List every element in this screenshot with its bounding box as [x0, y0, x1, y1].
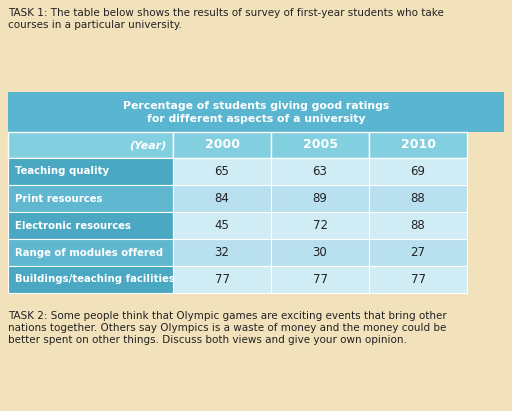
Text: 32: 32 [215, 246, 229, 259]
Text: 77: 77 [411, 273, 425, 286]
Text: 88: 88 [411, 219, 425, 232]
Bar [8, 132, 173, 158]
Text: 72: 72 [312, 219, 328, 232]
Bar [8, 212, 173, 239]
Bar [173, 266, 271, 293]
Text: better spent on other things. Discuss both views and give your own opinion.: better spent on other things. Discuss bo… [8, 335, 407, 345]
Bar [8, 185, 173, 212]
Bar [271, 158, 369, 185]
Bar [8, 239, 173, 266]
Bar [369, 185, 467, 212]
Text: Percentage of students giving good ratings: Percentage of students giving good ratin… [123, 101, 389, 111]
Bar [173, 239, 271, 266]
Text: 65: 65 [215, 165, 229, 178]
Bar [173, 158, 271, 185]
Bar [173, 132, 271, 158]
Bar [271, 266, 369, 293]
Text: 30: 30 [313, 246, 327, 259]
Bar [271, 185, 369, 212]
Bar [271, 132, 369, 158]
Text: 2010: 2010 [400, 139, 436, 152]
Text: 77: 77 [312, 273, 328, 286]
Text: Buildings/teaching facilities: Buildings/teaching facilities [15, 275, 175, 284]
Bar [271, 212, 369, 239]
Bar [8, 92, 504, 132]
Text: Teaching quality: Teaching quality [15, 166, 109, 176]
Text: 45: 45 [215, 219, 229, 232]
Bar [173, 185, 271, 212]
Text: 69: 69 [411, 165, 425, 178]
Bar [8, 158, 173, 185]
Text: 27: 27 [411, 246, 425, 259]
Text: TASK 1: The table below shows the results of survey of first-year students who t: TASK 1: The table below shows the result… [8, 8, 444, 18]
Text: 88: 88 [411, 192, 425, 205]
Text: for different aspects of a university: for different aspects of a university [147, 114, 365, 124]
Text: 84: 84 [215, 192, 229, 205]
Bar [369, 158, 467, 185]
Bar [8, 266, 173, 293]
Text: 89: 89 [312, 192, 328, 205]
Bar [369, 239, 467, 266]
Bar [173, 212, 271, 239]
Text: TASK 2: Some people think that Olympic games are exciting events that bring othe: TASK 2: Some people think that Olympic g… [8, 311, 447, 321]
Text: 2005: 2005 [303, 139, 337, 152]
Text: 77: 77 [215, 273, 229, 286]
Text: Range of modules offered: Range of modules offered [15, 247, 163, 258]
Bar [369, 212, 467, 239]
Bar [369, 266, 467, 293]
Text: nations together. Others say Olympics is a waste of money and the money could be: nations together. Others say Olympics is… [8, 323, 446, 333]
Text: (Year): (Year) [130, 140, 167, 150]
Text: 2000: 2000 [204, 139, 240, 152]
Text: 63: 63 [312, 165, 328, 178]
Bar [271, 239, 369, 266]
Text: Print resources: Print resources [15, 194, 102, 203]
Text: Electronic resources: Electronic resources [15, 220, 131, 231]
Text: courses in a particular university.: courses in a particular university. [8, 20, 182, 30]
Bar [369, 132, 467, 158]
